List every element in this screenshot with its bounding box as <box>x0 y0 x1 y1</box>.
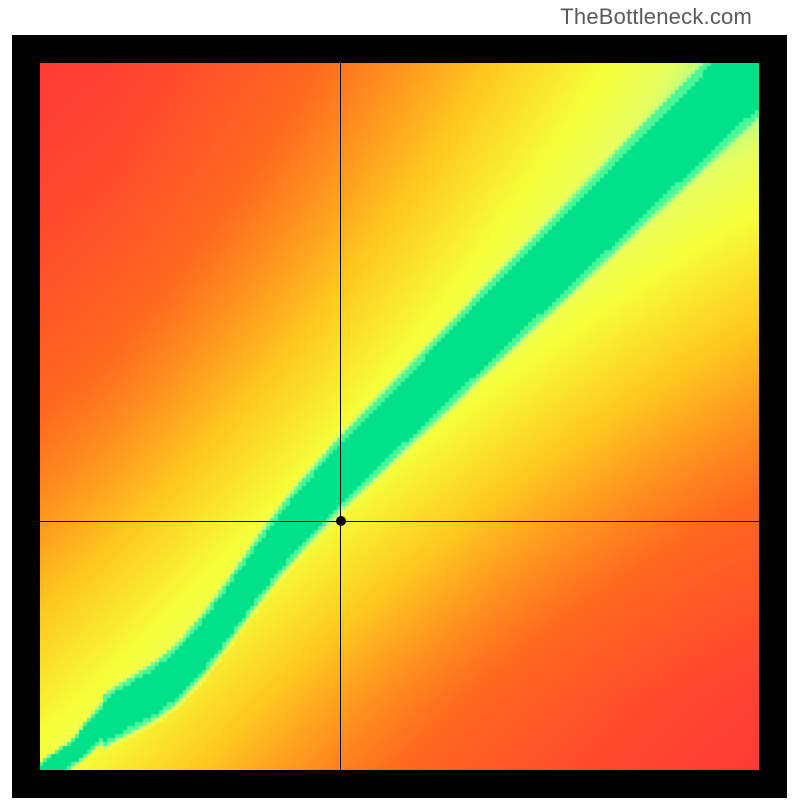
attribution-text: TheBottleneck.com <box>560 4 752 30</box>
heatmap-canvas <box>40 63 759 770</box>
crosshair-vertical <box>340 63 341 770</box>
crosshair-dot <box>336 516 346 526</box>
chart-plot-area <box>40 63 759 770</box>
root: TheBottleneck.com <box>0 0 800 800</box>
chart-frame <box>12 35 787 798</box>
crosshair-horizontal <box>40 521 759 522</box>
